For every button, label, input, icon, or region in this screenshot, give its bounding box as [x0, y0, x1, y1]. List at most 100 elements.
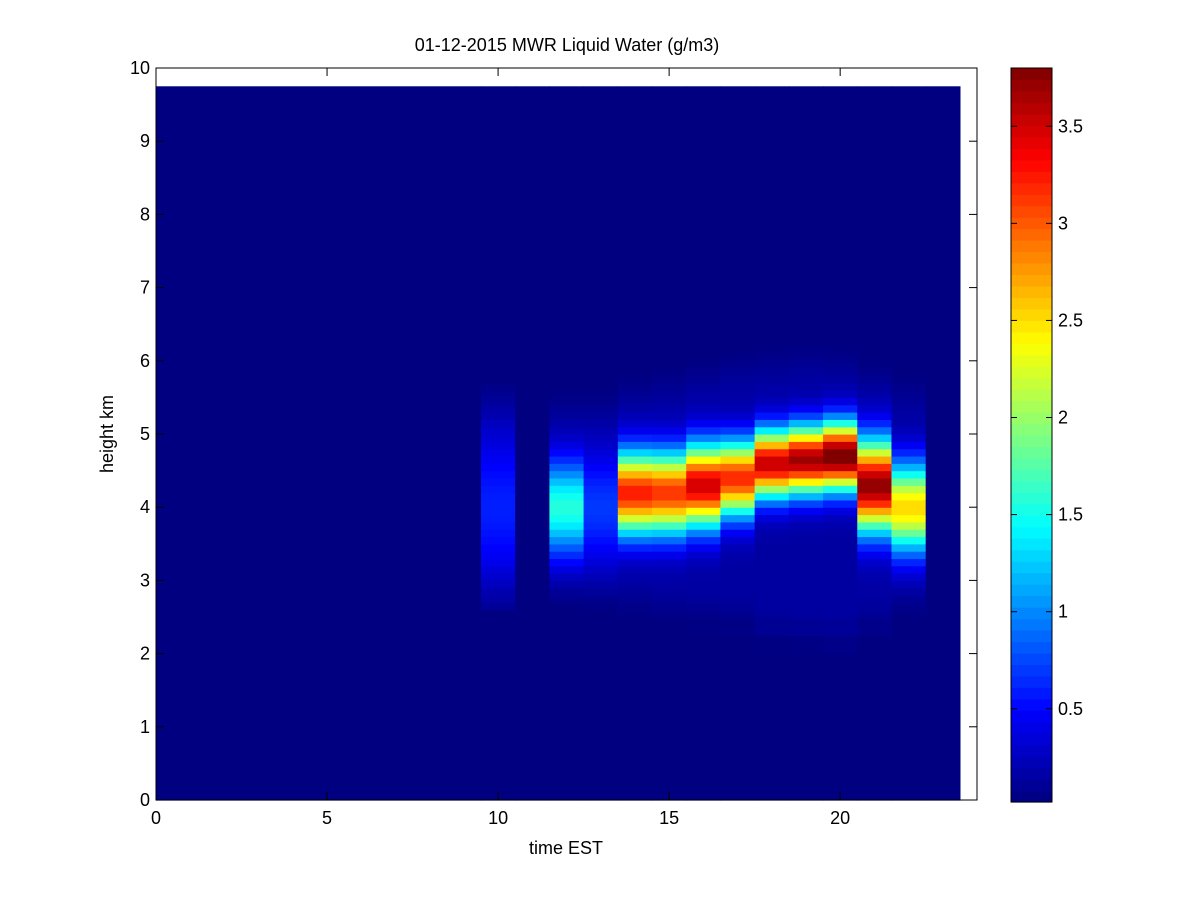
heatmap-cell	[617, 426, 653, 435]
heatmap-cell	[652, 338, 687, 347]
heatmap-cell	[891, 745, 927, 764]
heatmap-cell	[788, 338, 824, 347]
heatmap-cell	[788, 455, 824, 464]
heatmap-cell	[583, 499, 619, 508]
heatmap-cell	[617, 763, 653, 783]
heatmap-cell	[754, 397, 790, 406]
heatmap-cell	[515, 499, 550, 508]
heatmap-cell	[925, 86, 961, 106]
heatmap-cell	[754, 536, 790, 545]
heatmap-cell	[720, 397, 756, 406]
heatmap-cell	[617, 708, 653, 728]
heatmap-cell	[583, 781, 619, 801]
heatmap-cell	[720, 492, 756, 501]
heatmap-cell	[891, 477, 927, 486]
heatmap-cell	[823, 412, 858, 420]
heatmap-cell	[686, 529, 722, 538]
heatmap-cell	[720, 745, 756, 764]
heatmap-cell	[788, 529, 824, 538]
heatmap-cell	[617, 521, 653, 530]
colorbar-segment	[1011, 423, 1052, 436]
heatmap-cell	[549, 287, 585, 325]
heatmap-cell	[754, 507, 790, 516]
heatmap-cell	[754, 251, 790, 289]
heatmap-cell	[857, 745, 893, 764]
heatmap-cell	[823, 763, 858, 783]
heatmap-cell	[652, 368, 687, 377]
heatmap-cell	[156, 251, 482, 289]
heatmap-cell	[788, 324, 824, 333]
heatmap-cell	[515, 521, 550, 530]
heatmap-cell	[617, 690, 653, 710]
heatmap-cell	[857, 485, 893, 494]
heatmap-cell	[617, 419, 653, 428]
heatmap-cell	[549, 587, 585, 596]
heatmap-cell	[549, 324, 585, 333]
heatmap-cell	[891, 346, 927, 355]
heatmap-cell	[720, 781, 756, 801]
heatmap-cell	[788, 441, 824, 450]
heatmap-cell	[686, 617, 722, 636]
heatmap-cell	[788, 214, 824, 252]
heatmap-cell	[891, 529, 927, 538]
heatmap-cell	[617, 745, 653, 764]
heatmap-cell	[857, 448, 893, 457]
heatmap-cell	[720, 404, 756, 413]
heatmap-cell	[480, 470, 516, 479]
heatmap-cell	[652, 287, 687, 325]
heatmap-cell	[156, 763, 482, 783]
heatmap-cell	[156, 781, 482, 801]
colorbar-segment	[1011, 79, 1052, 92]
heatmap-cell	[515, 485, 550, 494]
heatmap-cell	[583, 375, 619, 384]
heatmap-cell	[515, 551, 550, 560]
heatmap-cell	[720, 368, 756, 377]
heatmap-cell	[857, 653, 893, 673]
heatmap-cell	[549, 455, 585, 464]
heatmap-cell	[549, 609, 585, 618]
heatmap-cell	[617, 536, 653, 545]
heatmap-cell	[720, 214, 756, 252]
heatmap-cell	[857, 543, 893, 552]
heatmap-cell	[617, 573, 653, 581]
heatmap-cell	[857, 609, 893, 618]
heatmap-cell	[823, 521, 858, 530]
heatmap-cell	[720, 543, 756, 552]
heatmap-cell	[925, 412, 961, 420]
heatmap-cell	[857, 726, 893, 746]
heatmap-cell	[549, 360, 585, 369]
heatmap-cell	[686, 543, 722, 552]
heatmap-cell	[480, 587, 516, 596]
heatmap-cell	[652, 671, 687, 691]
heatmap-cell	[925, 763, 961, 783]
heatmap-cell	[515, 536, 550, 545]
heatmap-cell	[857, 617, 893, 636]
heatmap-cell	[156, 726, 482, 746]
heatmap-cell	[617, 360, 653, 369]
heatmap-cell	[652, 595, 687, 603]
heatmap-cell	[686, 434, 722, 442]
heatmap-cell	[480, 324, 516, 333]
heatmap-cell	[823, 177, 858, 215]
heatmap-cell	[686, 551, 722, 560]
heatmap-cell	[480, 397, 516, 406]
heatmap-cell	[156, 558, 482, 567]
heatmap-cell	[515, 726, 550, 746]
heatmap-cell	[686, 690, 722, 710]
colorbar-segment	[1011, 251, 1052, 264]
heatmap-cell	[515, 477, 550, 486]
heatmap-cell	[480, 419, 516, 428]
heatmap-cell	[549, 763, 585, 783]
heatmap-cell	[515, 617, 550, 636]
heatmap-cell	[857, 426, 893, 435]
heatmap-cell	[686, 485, 722, 494]
heatmap-cell	[583, 331, 619, 340]
heatmap-cell	[788, 653, 824, 673]
heatmap-cell	[617, 565, 653, 574]
heatmap-cell	[480, 745, 516, 764]
heatmap-cell	[156, 507, 482, 516]
heatmap-cell	[891, 141, 927, 179]
heatmap-cell	[583, 426, 619, 435]
heatmap-cell	[720, 580, 756, 589]
heatmap-cell	[652, 86, 687, 106]
